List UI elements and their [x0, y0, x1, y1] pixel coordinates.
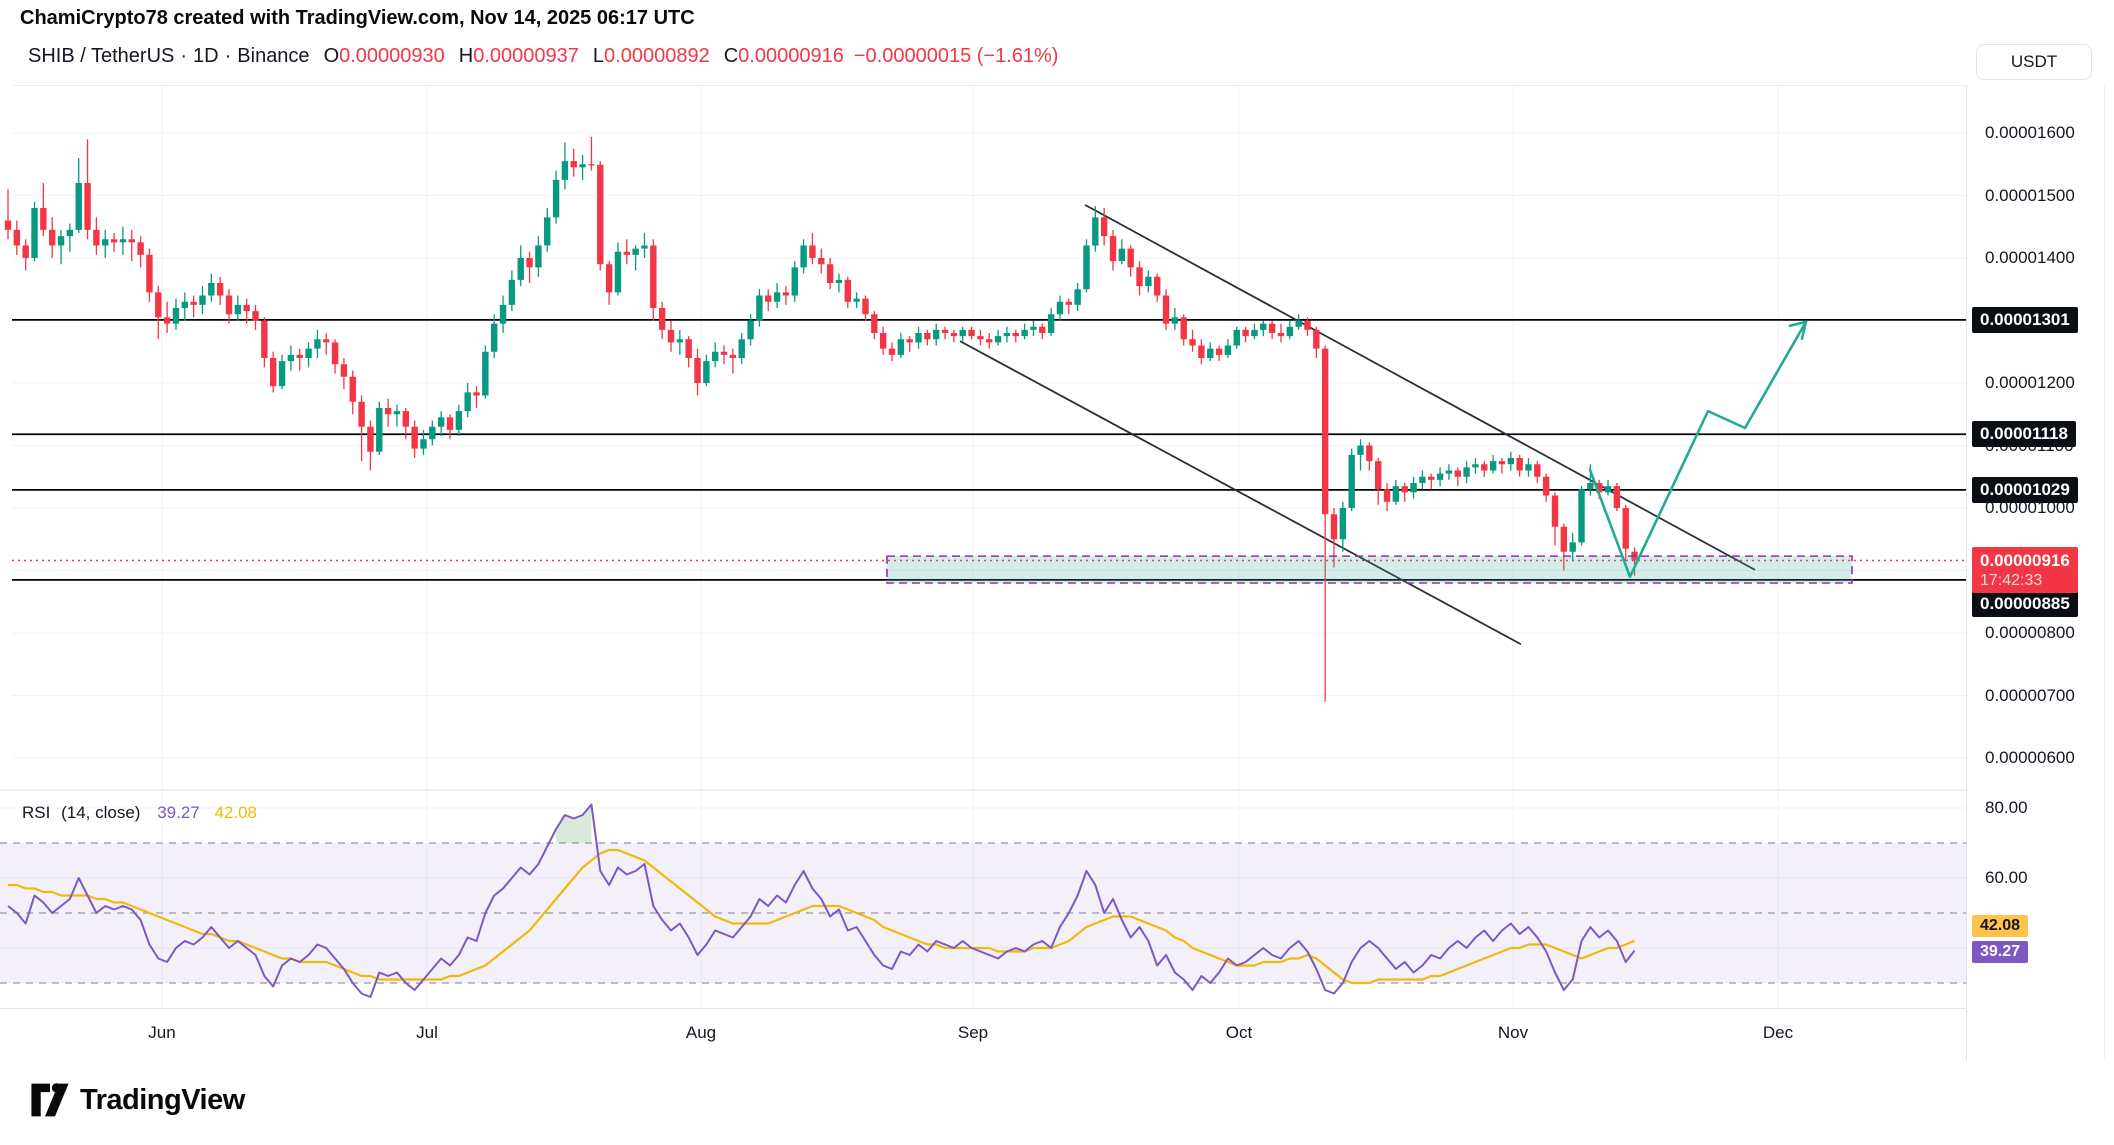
high-letter: H	[458, 45, 474, 67]
rsi-axis-label: 80.00	[1985, 798, 2028, 817]
rsi-name: RSI	[22, 803, 51, 822]
separator-dot: ·	[224, 45, 232, 67]
currency-toggle-label: USDT	[2010, 52, 2058, 71]
last-price-badge: 0.00000916 17:42:33	[1972, 547, 2078, 593]
bar-countdown: 17:42:33	[1980, 572, 2043, 589]
time-axis-month-label: Sep	[957, 1023, 989, 1042]
low-letter: L	[592, 45, 605, 67]
rsi-params: (14, close)	[61, 803, 141, 822]
rsi-value-badge: 39.27	[1972, 941, 2029, 963]
price-axis-label: 0.00001200	[1985, 373, 2075, 392]
timeframe-label[interactable]: 1D	[193, 45, 219, 67]
time-axis-month-label: Jun	[148, 1023, 176, 1042]
price-axis-label: 0.00001400	[1985, 248, 2075, 267]
open-letter: O	[323, 45, 340, 67]
price-level-badge: 0.00001029	[1972, 476, 2078, 503]
price-axis-label: 0.00000800	[1985, 623, 2075, 642]
rsi-indicator-title[interactable]: RSI (14, close) 39.27 42.08	[22, 803, 257, 823]
tradingview-logo[interactable]: TradingView	[30, 1082, 245, 1118]
price-axis-label: 0.00000700	[1985, 685, 2075, 705]
price-axis-label: 0.00001600	[1985, 123, 2075, 142]
price-axis-label: 0.00001500	[1985, 185, 2075, 205]
rsi-ma-current-value: 42.08	[214, 803, 258, 822]
price-level-badge: 0.00001118	[1972, 421, 2076, 448]
time-axis-month-label: Oct	[1225, 1023, 1253, 1042]
tradingview-logo-text: TradingView	[80, 1083, 245, 1116]
exchange-label[interactable]: Binance	[237, 45, 310, 67]
rsi-axis-label: 60.00	[1985, 868, 2028, 887]
change-value: −0.00000015 (−1.61%)	[853, 45, 1059, 67]
time-axis-month-label: Jul	[416, 1023, 438, 1042]
footer: TradingView	[0, 1060, 2114, 1145]
currency-toggle-button[interactable]: USDT	[1976, 44, 2092, 80]
price-axis[interactable]: 0.00001600 0.00001500 0.00001400 0.00001200…	[1966, 85, 2114, 1060]
rsi-current-value: 39.27	[157, 803, 200, 822]
open-value: 0.00000930	[339, 45, 445, 67]
symbol-name[interactable]: SHIB / TetherUS	[28, 45, 175, 67]
symbol-header: SHIB / TetherUS · 1D · Binance O0.00000930 H0.…	[28, 45, 1058, 68]
time-axis-month-label: Nov	[1497, 1023, 1529, 1042]
close-letter: C	[723, 45, 739, 67]
time-axis-month-label: Dec	[1762, 1023, 1794, 1042]
close-value: 0.00000916	[738, 45, 844, 67]
rsi-value-badge: 42.08	[1972, 915, 2029, 937]
watermark-bar: ChamiCrypto78 created with TradingView.c…	[0, 0, 2114, 36]
low-value: 0.00000892	[604, 45, 710, 67]
watermark-text: ChamiCrypto78 created with TradingView.c…	[20, 7, 695, 29]
price-axis-right-border	[2104, 85, 2105, 1060]
tradingview-logo-icon	[31, 1083, 69, 1117]
chart-top-border	[14, 85, 2104, 86]
time-axis[interactable]: Jun Jul Aug Sep Oct Nov Dec	[0, 1008, 1966, 1062]
separator-dot: ·	[180, 45, 188, 67]
price-level-badge: 0.00000885	[1972, 591, 2078, 617]
high-value: 0.00000937	[473, 45, 579, 67]
last-price-value: 0.00000916	[1980, 551, 2070, 570]
time-axis-month-label: Aug	[685, 1023, 717, 1042]
price-level-badge: 0.00001301	[1972, 306, 2078, 333]
price-axis-label: 0.00000600	[1985, 748, 2075, 767]
